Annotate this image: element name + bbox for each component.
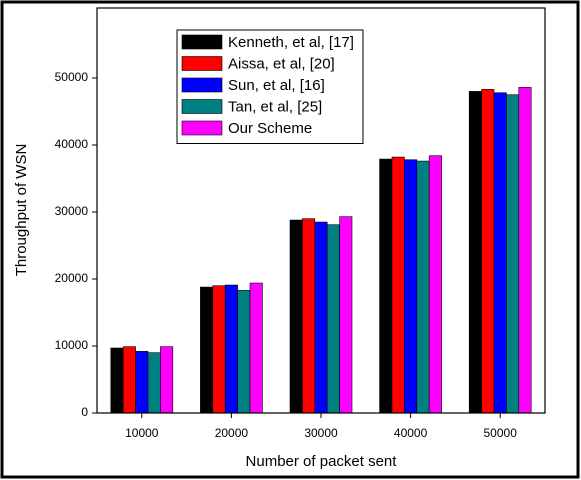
bar: [518, 87, 532, 414]
bar: [379, 158, 393, 414]
x-axis-title: Number of packet sent: [246, 453, 398, 470]
bar: [428, 155, 442, 414]
y-tick-label: 30000: [55, 204, 89, 218]
y-tick-label: 0: [81, 405, 88, 419]
y-tick-label: 20000: [55, 271, 89, 285]
x-tick-label: 30000: [304, 426, 338, 440]
legend-label: Kenneth, et al, [17]: [228, 34, 354, 51]
legend-swatch: [181, 56, 223, 71]
plot-border: [96, 7, 546, 414]
bar: [147, 352, 161, 414]
y-axis-title: Throughput of WSN: [13, 144, 30, 277]
bar: [160, 346, 174, 414]
y-tick-label: 40000: [55, 137, 89, 151]
bar: [135, 351, 149, 414]
x-tick-label: 40000: [394, 426, 428, 440]
x-tick-label: 50000: [484, 426, 518, 440]
x-tick-label: 10000: [125, 426, 159, 440]
bar: [200, 286, 214, 414]
legend-swatch: [181, 34, 223, 50]
bar: [468, 91, 482, 414]
bar: [237, 290, 251, 414]
bar: [506, 94, 520, 414]
bar: [212, 285, 226, 414]
legend-label: Sun, et al, [16]: [228, 77, 325, 94]
bar: [122, 346, 136, 414]
bar: [493, 92, 507, 414]
legend-label: Aissa, et al, [20]: [228, 55, 335, 72]
legend-swatch: [181, 77, 223, 93]
bar: [391, 156, 405, 414]
bar: [339, 216, 353, 414]
x-tick-label: 20000: [215, 426, 249, 440]
y-tick-label: 50000: [55, 70, 89, 84]
y-tick-label: 10000: [55, 338, 89, 352]
bar: [314, 221, 328, 414]
bar: [481, 89, 495, 414]
legend-label: Our Scheme: [228, 120, 312, 137]
bar: [416, 160, 430, 414]
bar: [110, 347, 124, 414]
legend-label: Tan, et al, [25]: [228, 98, 322, 115]
bar: [326, 224, 340, 414]
bar: [289, 219, 303, 414]
bar: [302, 218, 316, 414]
legend-swatch: [181, 99, 223, 114]
bar: [249, 282, 263, 414]
legend-swatch: [181, 120, 223, 136]
bar: [224, 284, 238, 414]
bar: [404, 159, 418, 414]
